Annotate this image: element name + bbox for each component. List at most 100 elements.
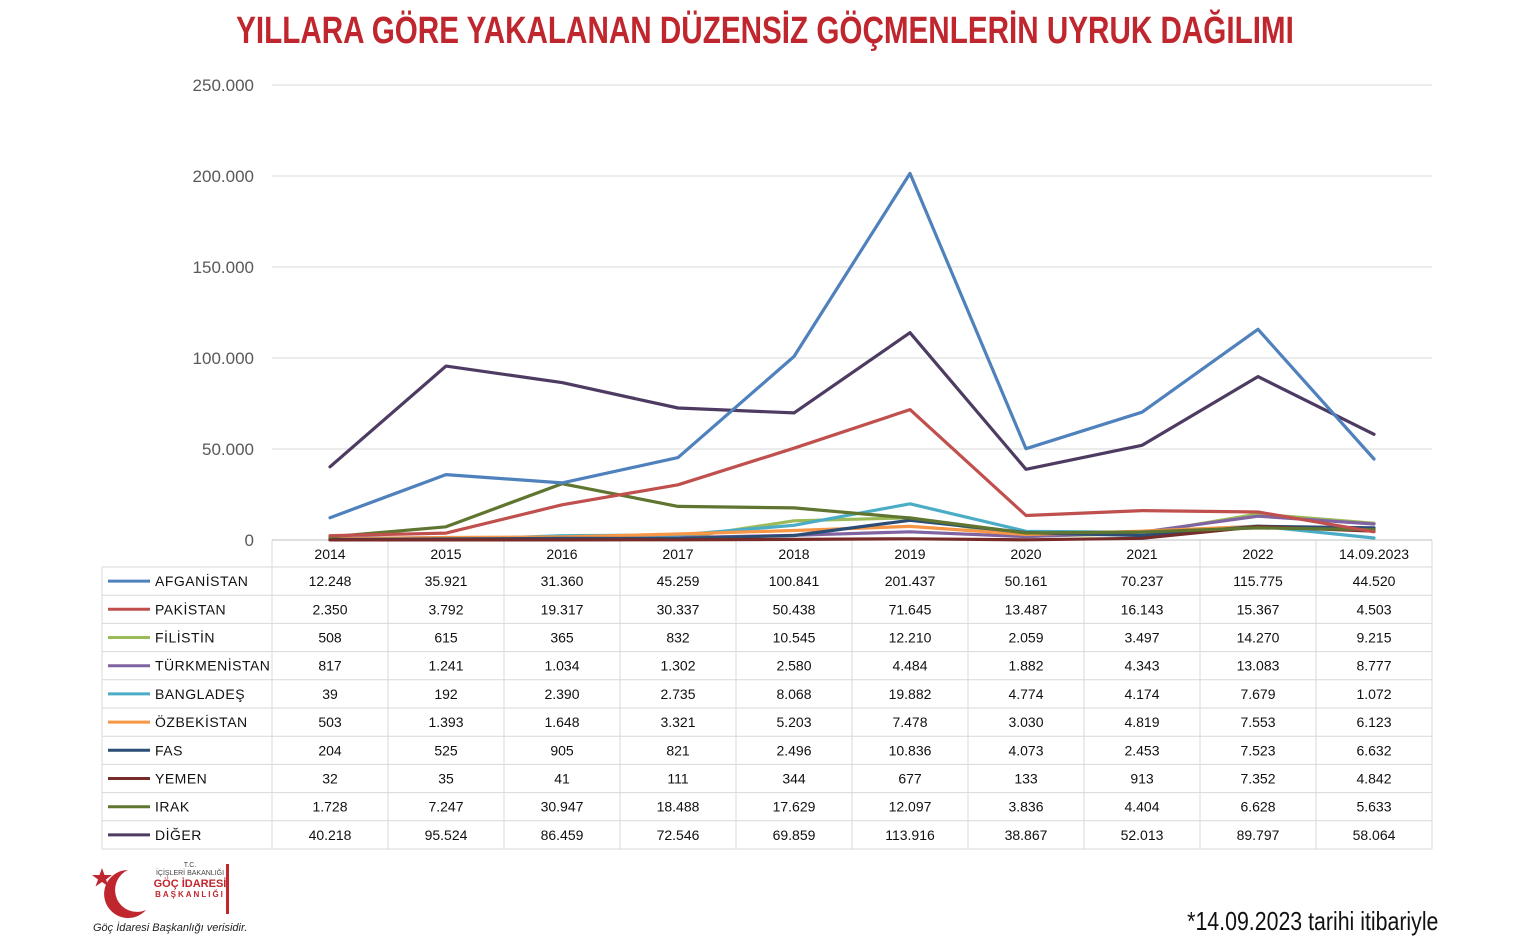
legend-label: YEMEN [155,771,207,787]
y-tick-label: 200.000 [193,167,254,186]
table-cell: 72.546 [657,827,700,843]
table-cell: 817 [318,658,342,674]
table-cell: 113.916 [885,827,935,843]
table-cell: 5.633 [1356,799,1391,815]
table-cell: 15.367 [1237,601,1280,617]
table-cell: 1.302 [660,658,695,674]
y-tick-label: 150.000 [193,258,254,277]
logo-line-4: BAŞKANLIĞI [155,890,225,899]
table-cell: 1.728 [312,799,347,815]
table-cell: 38.867 [1005,827,1048,843]
x-tick-label: 2019 [894,546,925,562]
series-line-9 [328,331,1376,471]
table-cell: 4.774 [1008,686,1043,702]
table-cell: 201.437 [885,573,936,589]
legend-label: FAS [155,742,183,758]
table-cell: 31.360 [541,573,584,589]
chart-title: YILLARA GÖRE YAKALANAN DÜZENSİZ GÖÇMENLE… [236,10,1294,52]
table-cell: 9.215 [1356,630,1391,646]
table-cell: 2.059 [1008,630,1043,646]
table-cell: 50.161 [1005,573,1048,589]
table-cell: 35 [438,771,454,787]
table-cell: 832 [666,630,690,646]
logo-line-2: İÇİŞLERİ BAKANLIĞI [155,870,225,877]
table-cell: 3.030 [1008,714,1043,730]
table-cell: 8.068 [776,686,811,702]
y-tick-label: 0 [245,531,254,550]
table-cell: 204 [318,742,342,758]
table-cell: 30.337 [657,601,700,617]
table-cell: 45.259 [657,573,700,589]
legend-label: ÖZBEKİSTAN [155,713,248,730]
table-cell: 89.797 [1237,827,1280,843]
table-cell: 2.453 [1124,742,1159,758]
table-cell: 7.478 [892,714,927,730]
logo-divider [226,864,229,914]
table-cell: 6.628 [1240,799,1275,815]
table-cell: 39 [322,686,338,702]
series-line-8 [328,482,1376,539]
legend-label: PAKİSTAN [155,600,226,617]
table-cell: 12.248 [309,573,352,589]
source-caption: Göç İdaresi Başkanlığı verisidir. [93,922,248,934]
table-cell: 2.735 [660,686,695,702]
table-cell: 86.459 [541,827,584,843]
table-cell: 344 [782,771,806,787]
table-cell: 913 [1130,771,1154,787]
table-cell: 13.083 [1237,658,1280,674]
table-cell: 52.013 [1121,827,1164,843]
table-cell: 2.580 [776,658,811,674]
table-cell: 3.836 [1008,799,1043,815]
table-cell: 1.241 [428,658,463,674]
table-cell: 8.777 [1356,658,1391,674]
x-tick-label: 2018 [778,546,809,562]
table-cell: 12.097 [889,799,932,815]
table-cell: 503 [318,714,342,730]
table-cell: 41 [554,771,570,787]
legend-label: DİĞER [155,826,202,843]
table-cell: 5.203 [776,714,811,730]
y-tick-label: 250.000 [193,76,254,95]
table-cell: 100.841 [769,573,820,589]
table-cell: 19.317 [541,601,584,617]
table-cell: 133 [1014,771,1038,787]
legend-label: BANGLADEŞ [155,686,245,702]
y-axis-ticks: 0 50.000 100.000 150.000 200.000 250.000 [193,76,254,550]
table-cell: 35.921 [425,573,468,589]
table-cell: 1.072 [1356,686,1391,702]
table-cell: 18.488 [657,799,700,815]
table-cell: 12.210 [889,630,932,646]
x-tick-label: 2016 [546,546,577,562]
legend-label: AFGANİSTAN [155,572,248,589]
table-cell: 4.503 [1356,601,1391,617]
table-cell: 17.629 [773,799,816,815]
footnote: *14.09.2023 tarihi itibariyle [1186,906,1438,936]
table-cell: 3.497 [1124,630,1159,646]
table-cell: 905 [550,742,574,758]
table-cell: 1.393 [428,714,463,730]
table-cell: 3.321 [660,714,695,730]
table-cell: 4.484 [892,658,927,674]
table-cell: 3.792 [428,601,463,617]
table-cell: 1.034 [544,658,579,674]
table-cell: 7.352 [1240,771,1275,787]
legend-label: TÜRKMENİSTAN [155,657,270,674]
table-cell: 525 [434,742,458,758]
table-cell: 111 [667,771,688,787]
series-line-1 [328,408,1376,538]
table-cell: 71.645 [889,601,932,617]
table-cell: 4.842 [1356,771,1391,787]
x-tick-label: 2022 [1242,546,1273,562]
x-tick-label: 2014 [314,546,345,562]
table-cell: 508 [318,630,342,646]
goc-idaresi-logo [88,862,248,942]
logo-line-1: T.C. [183,862,197,869]
table-cell: 14.270 [1237,630,1280,646]
y-tick-label: 50.000 [202,440,254,459]
series-line-7 [328,524,1376,542]
table-cell: 2.350 [312,601,347,617]
table-cell: 615 [434,630,458,646]
table-cell: 7.523 [1240,742,1275,758]
table-cell: 10.836 [889,742,932,758]
